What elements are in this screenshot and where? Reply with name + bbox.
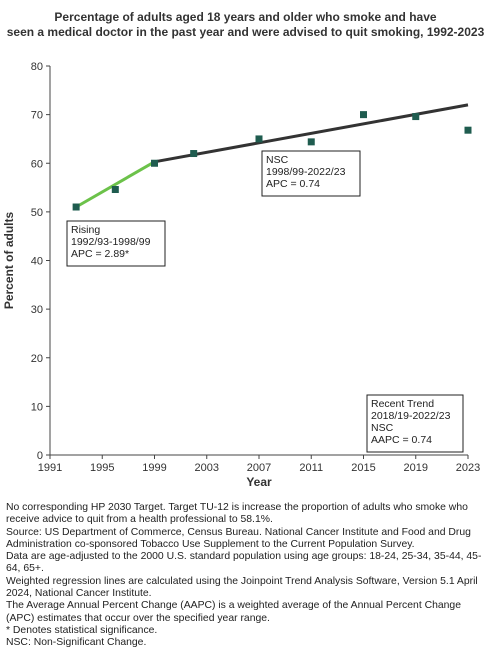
y-tick-label: 0 xyxy=(37,450,43,462)
annotation-text: NSC xyxy=(266,154,289,166)
x-tick-label: 2023 xyxy=(456,462,480,474)
y-axis-title: Percent of adults xyxy=(2,212,16,310)
x-tick-label: 2007 xyxy=(247,462,271,474)
x-tick-label: 1991 xyxy=(38,462,62,474)
footnote-6: * Denotes statistical significance. xyxy=(6,624,158,636)
chart-plot: 0 10 20 30 40 50 60 70 80 1991 1995 1999 2003 2007 201… xyxy=(2,61,480,489)
chart-title: Percentage of adults aged 18 years and o… xyxy=(0,10,491,40)
footnote-2: Source: US Department of Commerce, Censu… xyxy=(6,526,471,550)
annotation-text: 2018/19-2022/23 xyxy=(371,410,451,422)
y-tick-label: 60 xyxy=(31,158,43,170)
footnote-3: Data are age-adjusted to the 2000 U.S. s… xyxy=(6,551,482,575)
annotation-text: NSC xyxy=(371,422,394,434)
x-tick-label: 1999 xyxy=(142,462,166,474)
data-point xyxy=(412,113,420,121)
x-tick-label: 1995 xyxy=(90,462,114,474)
annotation-text: AAPC = 0.74 xyxy=(371,434,432,446)
footnote-1: No corresponding HP 2030 Target. Target … xyxy=(6,502,468,526)
annotation-text: 1998/99-2022/23 xyxy=(266,166,346,178)
y-tick-label: 70 xyxy=(31,110,43,122)
x-tick-label: 2003 xyxy=(195,462,219,474)
data-point xyxy=(307,138,315,146)
y-tick-label: 20 xyxy=(31,353,43,365)
annotation-box-1 xyxy=(66,220,166,267)
y-tick-label: 40 xyxy=(31,256,43,268)
x-tick-label: 2011 xyxy=(299,462,323,474)
annotation-text: Recent Trend xyxy=(371,398,434,410)
x-tick-label: 2015 xyxy=(351,462,375,474)
y-tick-label: 80 xyxy=(31,61,43,73)
data-point xyxy=(255,135,263,143)
y-tick-label: 50 xyxy=(31,207,43,219)
y-tick-label: 10 xyxy=(31,401,43,413)
data-point xyxy=(72,203,80,211)
data-point xyxy=(111,186,119,194)
trend-line-1 xyxy=(75,160,156,209)
chart-title-line-2: seen a medical doctor in the past year a… xyxy=(6,25,485,39)
annotation-text: APC = 0.74 xyxy=(266,178,320,190)
annotation-text: Rising xyxy=(71,224,100,236)
y-tick-label: 30 xyxy=(31,304,43,316)
data-point xyxy=(360,111,367,119)
data-point xyxy=(151,159,158,167)
x-axis-title: Year xyxy=(246,475,272,489)
footnote-4: Weighted regression lines are calculated… xyxy=(6,575,478,600)
chart-title-line-1: Percentage of adults aged 18 years and o… xyxy=(54,10,437,24)
footnote-5: The Average Annual Percent Change (AAPC)… xyxy=(6,600,461,624)
annotation-text: APC = 2.89* xyxy=(71,248,129,260)
annotation-box-3 xyxy=(366,394,464,453)
data-points xyxy=(72,111,472,211)
footnote-7: NSC: Non-Significant Change. xyxy=(6,637,147,649)
annotation-box-2 xyxy=(261,150,361,197)
data-point xyxy=(464,126,472,134)
footnotes: No corresponding HP 2030 Target. Target … xyxy=(6,502,488,650)
data-point xyxy=(190,150,198,158)
x-tick-label: 2019 xyxy=(404,462,428,474)
axes: 0 10 20 30 40 50 60 70 80 1991 1995 1999 2003 2007 201… xyxy=(2,61,480,489)
annotation-text: 1992/93-1998/99 xyxy=(71,236,151,248)
